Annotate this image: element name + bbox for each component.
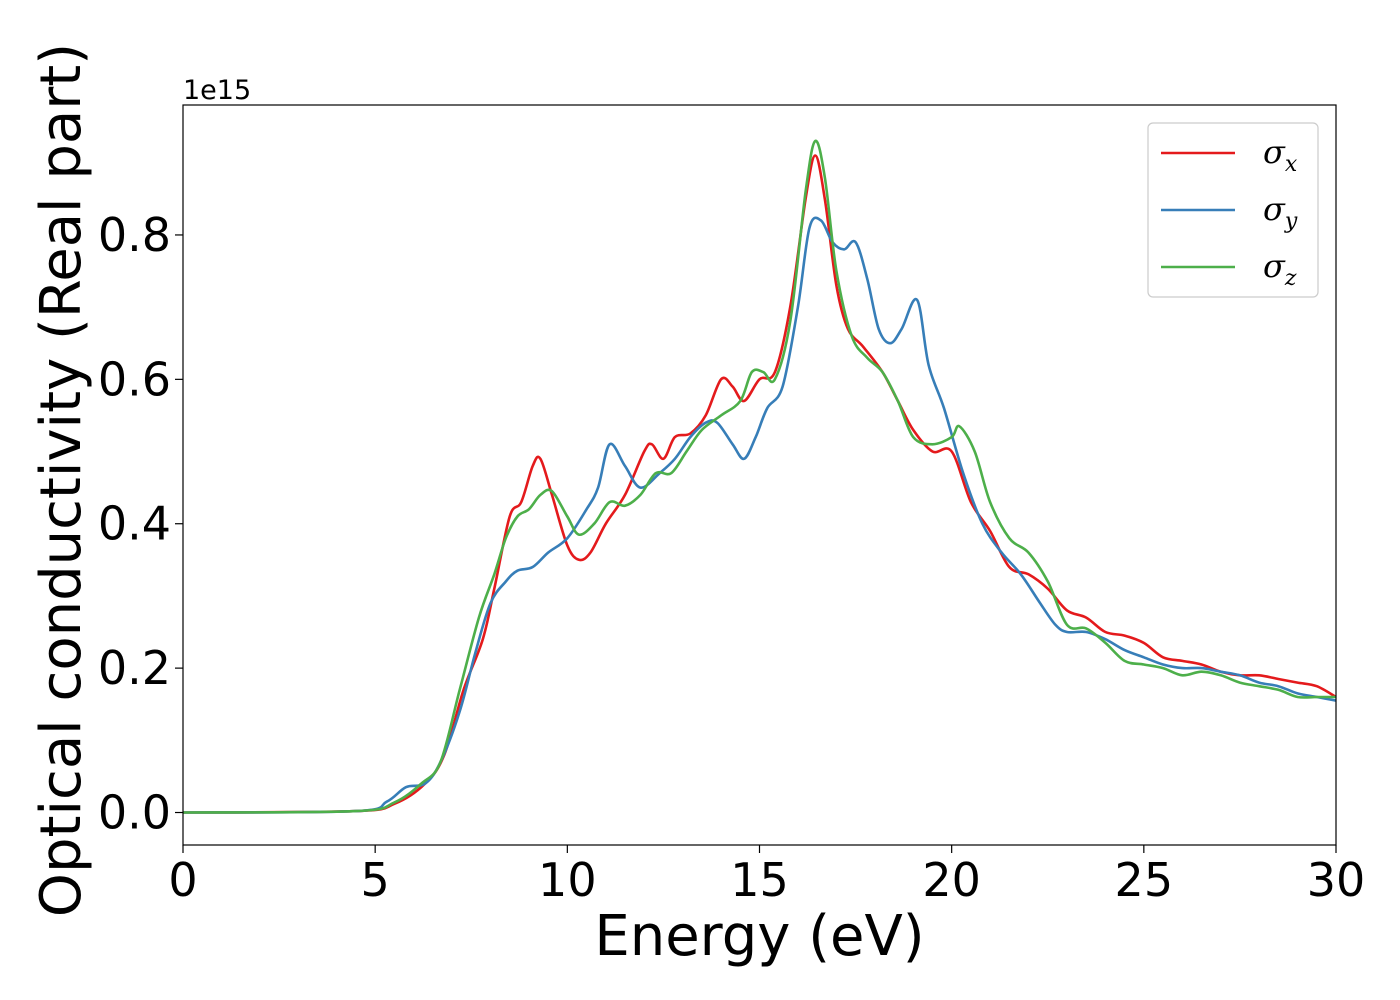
y-axis-label: Optical conductivity (Real part) — [29, 43, 94, 917]
x-axis: 0 5 10 15 20 25 30 — [168, 845, 1365, 907]
y-tick-label: 0.4 — [98, 497, 171, 551]
x-tick-label: 15 — [730, 853, 789, 907]
legend-subscript: z — [1284, 266, 1297, 291]
x-tick-label: 20 — [922, 853, 981, 907]
legend-subscript: y — [1284, 209, 1298, 234]
legend-item-y: σy — [1161, 190, 1298, 234]
x-tick-label: 5 — [361, 853, 390, 907]
legend-item-x: σx — [1161, 133, 1298, 177]
legend-symbol: σ — [1263, 133, 1286, 171]
series-line-z — [183, 139, 1336, 814]
y-axis-offset-text: 1e15 — [183, 75, 251, 106]
legend-symbol: σ — [1263, 247, 1286, 285]
x-axis-label: Energy (eV) — [594, 904, 924, 969]
x-tick-label: 0 — [168, 853, 197, 907]
y-axis: 0.0 0.2 0.4 0.6 0.8 — [98, 208, 183, 840]
legend-item-z: σz — [1161, 247, 1297, 291]
y-tick-label: 0.0 — [98, 786, 171, 840]
x-tick-label: 30 — [1307, 853, 1366, 907]
legend-symbol: σ — [1263, 190, 1286, 228]
y-tick-label: 0.6 — [98, 352, 171, 406]
x-tick-label: 25 — [1115, 853, 1174, 907]
legend-label: σy — [1263, 190, 1298, 234]
legend-label: σz — [1263, 247, 1297, 291]
legend-label: σx — [1263, 133, 1298, 177]
legend-subscript: x — [1285, 152, 1298, 177]
y-tick-label: 0.2 — [98, 641, 171, 695]
series-layer — [183, 139, 1336, 814]
y-tick-label: 0.8 — [98, 208, 171, 262]
series-line-y — [183, 216, 1336, 814]
x-tick-label: 10 — [538, 853, 597, 907]
